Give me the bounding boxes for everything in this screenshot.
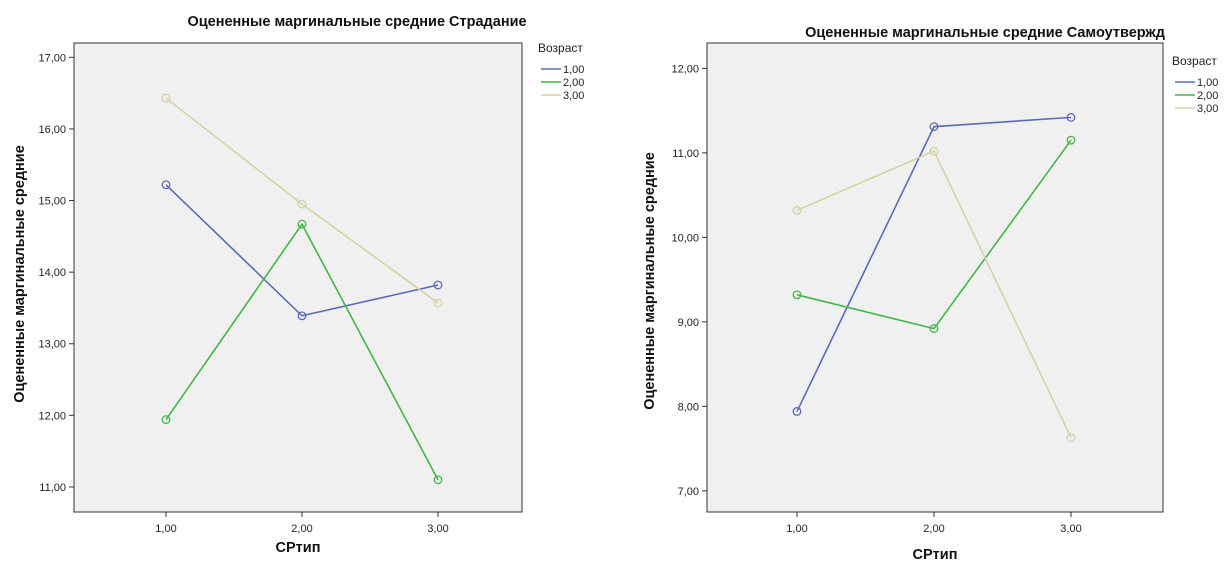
legend-label: 2,00 bbox=[563, 77, 584, 89]
data-point bbox=[297, 311, 307, 321]
legend-label: 3,00 bbox=[1197, 103, 1218, 115]
data-point bbox=[1066, 135, 1076, 145]
y-tick-label: 13,00 bbox=[38, 339, 66, 351]
legend-label: 1,00 bbox=[1197, 77, 1218, 89]
plot-area bbox=[706, 42, 1164, 513]
series-line-1 bbox=[165, 184, 439, 317]
x-axis-title: СРтип bbox=[276, 540, 321, 556]
y-tick-label: 12,00 bbox=[671, 63, 699, 75]
data-point bbox=[792, 406, 802, 416]
data-point bbox=[433, 475, 443, 485]
legend-label: 3,00 bbox=[563, 90, 584, 102]
data-point bbox=[433, 298, 443, 308]
series-line-2 bbox=[165, 222, 439, 481]
data-point bbox=[433, 280, 443, 290]
chart-title: Оцененные маргинальные средние Страдание bbox=[187, 14, 526, 30]
series-layer bbox=[161, 93, 443, 485]
legend: Возраст 1,002,003,00 bbox=[538, 41, 584, 102]
chart-title: Оцененные маргинальные средние Самоутвер… bbox=[805, 25, 1165, 41]
data-point bbox=[929, 324, 939, 334]
x-tick-label: 2,00 bbox=[923, 523, 944, 535]
y-axis-title: Оцененные маргинальные средние bbox=[12, 145, 28, 403]
x-axis-title: СРтип bbox=[913, 547, 958, 563]
legend-title: Возраст bbox=[1172, 54, 1217, 68]
y-tick-label: 16,00 bbox=[38, 124, 66, 136]
legend-label: 1,00 bbox=[563, 64, 584, 76]
x-tick-label: 1,00 bbox=[786, 523, 807, 535]
y-tick-label: 10,00 bbox=[671, 232, 699, 244]
data-point bbox=[161, 180, 171, 190]
data-point bbox=[297, 199, 307, 209]
data-point bbox=[792, 290, 802, 300]
y-tick-label: 17,00 bbox=[38, 52, 66, 64]
data-point bbox=[1066, 433, 1076, 443]
x-tick-label: 3,00 bbox=[1060, 523, 1081, 535]
chart-suffering: Оцененные маргинальные средние Страдание… bbox=[12, 14, 584, 556]
axis-ticks: 11,00 12,00 13,00 14,00 15,00 16,00 17,00 1,00 2… bbox=[38, 52, 448, 535]
data-point bbox=[161, 93, 171, 103]
series-line-3 bbox=[165, 97, 439, 304]
x-tick-label: 1,00 bbox=[155, 523, 176, 535]
x-tick-label: 3,00 bbox=[427, 523, 448, 535]
y-tick-label: 12,00 bbox=[38, 410, 66, 422]
series-line-1 bbox=[796, 116, 1072, 412]
data-point bbox=[161, 415, 171, 425]
series-line-2 bbox=[796, 139, 1072, 330]
chart-self-assertion: Оцененные маргинальные средние Самоутвер… bbox=[642, 25, 1218, 563]
y-tick-label: 11,00 bbox=[39, 482, 66, 494]
y-tick-label: 7,00 bbox=[678, 486, 699, 498]
legend: Возраст 1,002,003,00 bbox=[1172, 54, 1218, 115]
x-tick-label: 2,00 bbox=[291, 523, 312, 535]
series-line-3 bbox=[796, 150, 1072, 438]
plot-area bbox=[73, 42, 523, 513]
axis-ticks: 7,00 8,00 9,00 10,00 11,00 12,00 1,00 2,00 3,00 bbox=[671, 63, 1081, 535]
series-layer bbox=[792, 112, 1076, 443]
data-point bbox=[792, 205, 802, 215]
legend-title: Возраст bbox=[538, 41, 583, 55]
y-tick-label: 8,00 bbox=[678, 401, 699, 413]
y-axis-title: Оцененные маргинальные средние bbox=[642, 152, 658, 410]
data-point bbox=[929, 122, 939, 132]
data-point bbox=[929, 146, 939, 156]
legend-label: 2,00 bbox=[1197, 90, 1218, 102]
data-point bbox=[297, 219, 307, 229]
y-tick-label: 9,00 bbox=[678, 317, 699, 329]
y-tick-label: 11,00 bbox=[672, 148, 699, 160]
y-tick-label: 14,00 bbox=[38, 267, 66, 279]
y-tick-label: 15,00 bbox=[38, 196, 66, 208]
data-point bbox=[1066, 112, 1076, 122]
